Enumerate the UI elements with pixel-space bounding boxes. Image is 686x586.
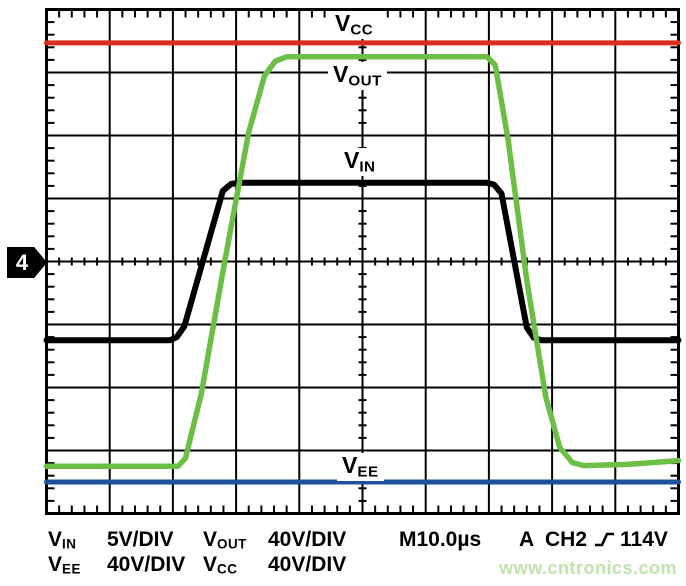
vout-label-sub: OUT [348,72,382,90]
legend-vee-signal: VEE [48,553,81,577]
vout-label-main: V [333,61,349,87]
watermark-text: www.cntronics.com [499,558,677,578]
legend-vcc-sub: CC [217,561,238,577]
vin-trace [43,179,682,344]
legend-vin-main: V [48,528,63,551]
vin-label-main: V [344,147,360,173]
vout-trace-label: VOUT [328,62,387,90]
vee-label-main: V [342,452,358,478]
legend-vout-sub: OUT [217,536,247,552]
trigger-channel-readout: CH2 [545,528,588,551]
rising-edge-trigger-icon [595,532,614,547]
legend-vout-signal: VOUT [203,528,247,552]
legend-vcc-signal: VCC [203,553,237,577]
trigger-level-readout: 114V [620,528,668,551]
legend-vout-main: V [203,528,218,551]
vcc-trace-label: VCC [330,10,379,39]
legend-vee-sub: EE [62,561,81,577]
trigger-source-readout: A [519,528,535,551]
legend-vin-signal: VIN [48,528,76,552]
legend-vin-scale: 5V/DIV [107,528,174,551]
vout-trace [43,54,682,470]
legend-vcc-main: V [203,553,218,576]
legend-vee-main: V [48,553,63,576]
legend-vee-scale: 40V/DIV [107,553,186,576]
vin-label-sub: IN [359,158,376,176]
vee-trace-label: VEE [337,453,384,481]
channel-4-marker-label: 4 [15,249,29,275]
legend-vcc-scale: 40V/DIV [268,553,347,576]
vcc-label-sub: CC [350,21,374,39]
legend-vin-sub: IN [62,536,77,552]
vin-trace-label: VIN [339,148,381,176]
timebase-readout: M10.0µs [399,528,482,551]
vcc-label-main: V [335,10,351,36]
vee-label-sub: EE [357,463,379,481]
legend-vout-scale: 40V/DIV [268,528,347,551]
